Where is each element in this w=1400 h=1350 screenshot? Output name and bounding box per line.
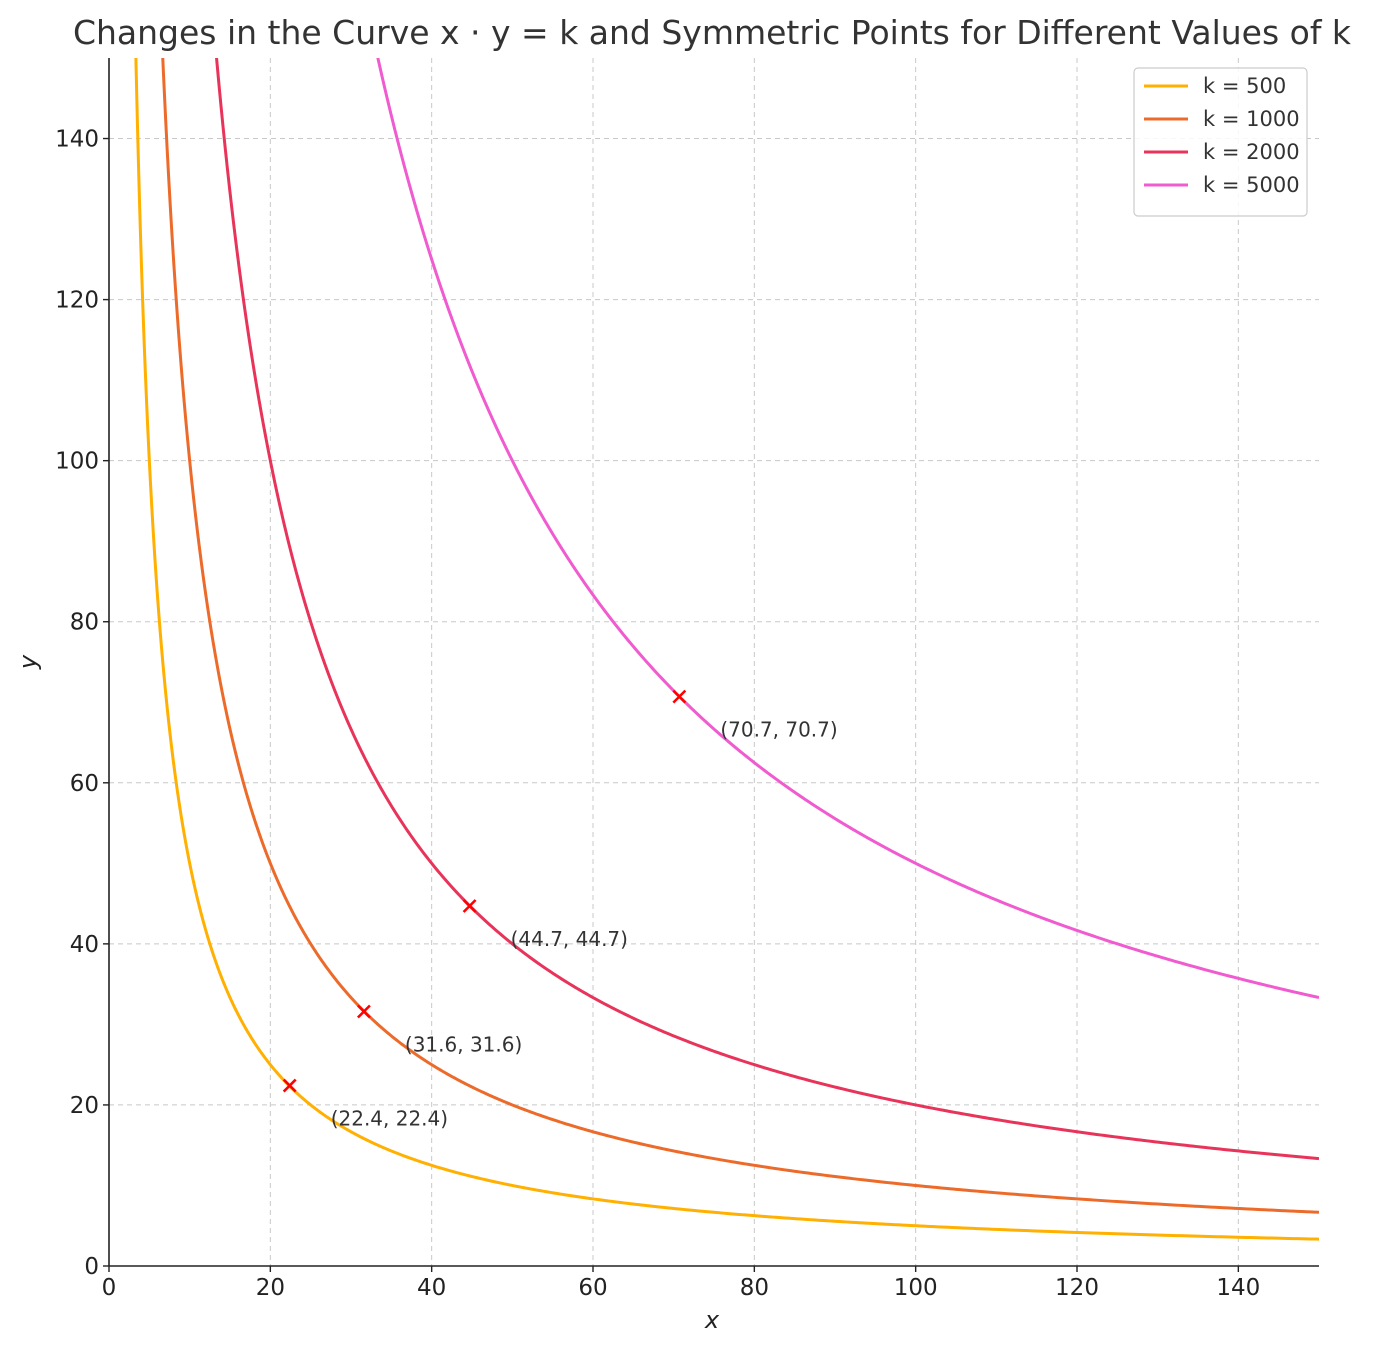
x-tick-label: 100 (894, 1275, 938, 1301)
symmetric-point-label: (44.7, 44.7) (511, 927, 628, 951)
x-tick-label: 140 (1216, 1275, 1260, 1301)
y-tick-label: 40 (70, 932, 99, 958)
series-line-k1000 (161, 58, 1319, 1214)
y-tick-label: 60 (70, 771, 99, 797)
x-tick-label: 0 (102, 1275, 117, 1301)
symmetric-point-label: (22.4, 22.4) (331, 1107, 448, 1131)
y-axis-label: y (14, 654, 42, 670)
legend: k = 500 k = 1000 k = 2000 k = 5000 (1133, 67, 1308, 217)
x-tick-label: 120 (1055, 1275, 1099, 1301)
x-tick-label: 60 (578, 1275, 607, 1301)
series-line-k500 (134, 58, 1319, 1241)
x-tick-label: 40 (417, 1275, 446, 1301)
series-line-k2000 (215, 58, 1319, 1161)
symmetric-point-marker (672, 689, 687, 704)
symmetric-point-marker (356, 1004, 371, 1019)
grid (109, 58, 1319, 1266)
y-tick-label: 20 (70, 1093, 99, 1119)
legend-label: k = 2000 (1203, 140, 1300, 164)
symmetric-point-marker (282, 1078, 297, 1093)
legend-label: k = 500 (1203, 74, 1286, 98)
x-axis-label: x (704, 1306, 720, 1334)
legend-label: k = 1000 (1203, 107, 1300, 131)
series-line-k5000 (376, 58, 1319, 1000)
y-tick-label: 140 (55, 127, 99, 153)
legend-label: k = 5000 (1203, 173, 1300, 197)
y-tick-label: 100 (55, 449, 99, 475)
curves (134, 58, 1319, 1241)
symmetric-point-label: (70.7, 70.7) (720, 718, 837, 742)
x-tick-label: 20 (256, 1275, 285, 1301)
chart-title: Changes in the Curve x · y = k and Symme… (73, 13, 1352, 52)
x-tick-label: 80 (740, 1275, 769, 1301)
symmetric-points: (22.4, 22.4) (31.6, 31.6) (44.7, 44.7) (70.… (282, 689, 838, 1131)
y-tick-label: 120 (55, 288, 99, 314)
y-tick-label: 80 (70, 610, 99, 636)
axes (108, 58, 1319, 1267)
tick-labels: 0 20 40 60 80 100 120 140 0 20 40 60 80 100 120 140 (55, 127, 1260, 1301)
y-tick-label: 0 (84, 1254, 99, 1280)
symmetric-point-marker (462, 899, 477, 913)
legend-box (1133, 67, 1308, 217)
symmetric-point-label: (31.6, 31.6) (405, 1033, 522, 1057)
